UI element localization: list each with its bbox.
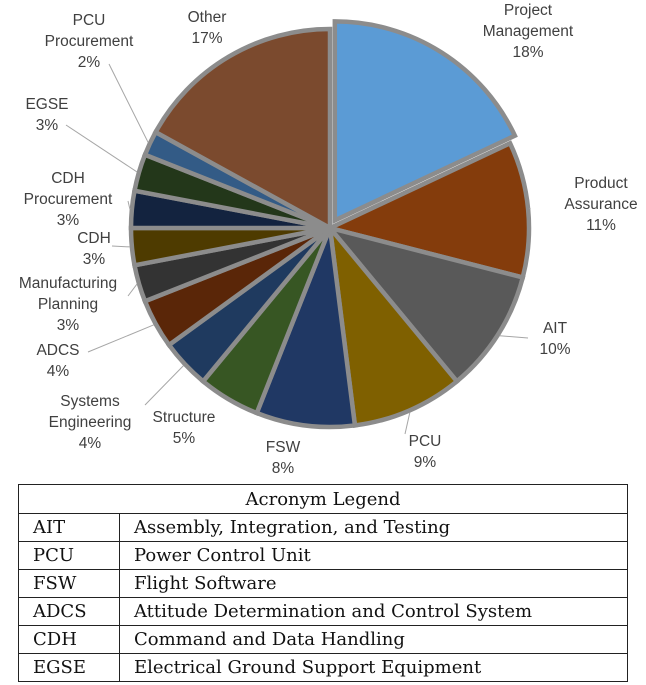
leader-line-adcs bbox=[87, 324, 155, 353]
legend-abbr: AIT bbox=[18, 513, 120, 542]
legend-row: EGSE Electrical Ground Support Equipment bbox=[18, 653, 628, 682]
data-label-pcu-procurement: PCU Procurement 2% bbox=[45, 12, 134, 71]
data-label-structure: Structure 5% bbox=[153, 409, 216, 447]
legend-row: AIT Assembly, Integration, and Testing bbox=[18, 513, 628, 542]
pie-chart: Project Management 18% Product Assurance 11% A… bbox=[18, 2, 638, 477]
leader-line-pcu bbox=[404, 412, 411, 435]
acronym-legend-table: Acronym Legend AIT Assembly, Integration… bbox=[18, 484, 628, 682]
data-label-other: Other 17% bbox=[188, 9, 227, 47]
legend-abbr: CDH bbox=[18, 625, 120, 654]
leader-line-ait bbox=[499, 335, 529, 339]
pie-slice-other bbox=[152, 26, 333, 232]
legend-abbr: EGSE bbox=[18, 653, 120, 682]
leader-line-egse bbox=[65, 124, 138, 173]
data-label-cdh-procurement: CDH Procurement 3% bbox=[24, 170, 113, 229]
data-label-project-management: Project Management 18% bbox=[483, 2, 574, 61]
leader-line-cdh-procurement bbox=[127, 200, 131, 210]
legend-meaning: Electrical Ground Support Equipment bbox=[119, 653, 628, 682]
pie-center bbox=[327, 225, 333, 231]
legend-row: ADCS Attitude Determination and Control … bbox=[18, 597, 628, 626]
leader-line-pcu-procurement bbox=[108, 63, 149, 143]
pie-slice-pcu bbox=[326, 220, 461, 428]
leader-line-cdh bbox=[111, 245, 130, 248]
legend-meaning: Power Control Unit bbox=[119, 541, 628, 570]
data-label-systems-engineering: Systems Engineering 4% bbox=[49, 393, 132, 452]
legend-row: CDH Command and Data Handling bbox=[18, 625, 628, 654]
leader-line-manufacturing-planning bbox=[127, 283, 138, 297]
legend-abbr: PCU bbox=[18, 541, 120, 570]
legend-title: Acronym Legend bbox=[18, 484, 628, 514]
data-label-manufacturing-planning: Manufacturing Planning 3% bbox=[19, 275, 117, 334]
data-label-cdh: CDH 3% bbox=[77, 230, 111, 268]
pie-slice-ait bbox=[323, 224, 526, 385]
data-label-fsw: FSW 8% bbox=[266, 439, 301, 477]
legend-header-row: Acronym Legend bbox=[18, 484, 628, 514]
legend-abbr: FSW bbox=[18, 569, 120, 598]
legend-abbr: ADCS bbox=[18, 597, 120, 626]
legend-meaning: Attitude Determination and Control Syste… bbox=[119, 597, 628, 626]
legend-meaning: Assembly, Integration, and Testing bbox=[119, 513, 628, 542]
data-label-product-assurance: Product Assurance 11% bbox=[564, 175, 637, 234]
data-label-ait: AIT 10% bbox=[539, 320, 570, 358]
data-label-pcu: PCU 9% bbox=[409, 433, 442, 471]
pie-slice-product-assurance bbox=[323, 140, 532, 281]
pie-slice-project-management bbox=[332, 19, 518, 224]
legend-meaning: Command and Data Handling bbox=[119, 625, 628, 654]
data-label-adcs: ADCS 4% bbox=[36, 342, 79, 380]
data-label-egse: EGSE 3% bbox=[25, 96, 68, 134]
legend-row: PCU Power Control Unit bbox=[18, 541, 628, 570]
legend-meaning: Flight Software bbox=[119, 569, 628, 598]
leader-line-systems-engineering bbox=[144, 365, 184, 406]
legend-row: FSW Flight Software bbox=[18, 569, 628, 598]
